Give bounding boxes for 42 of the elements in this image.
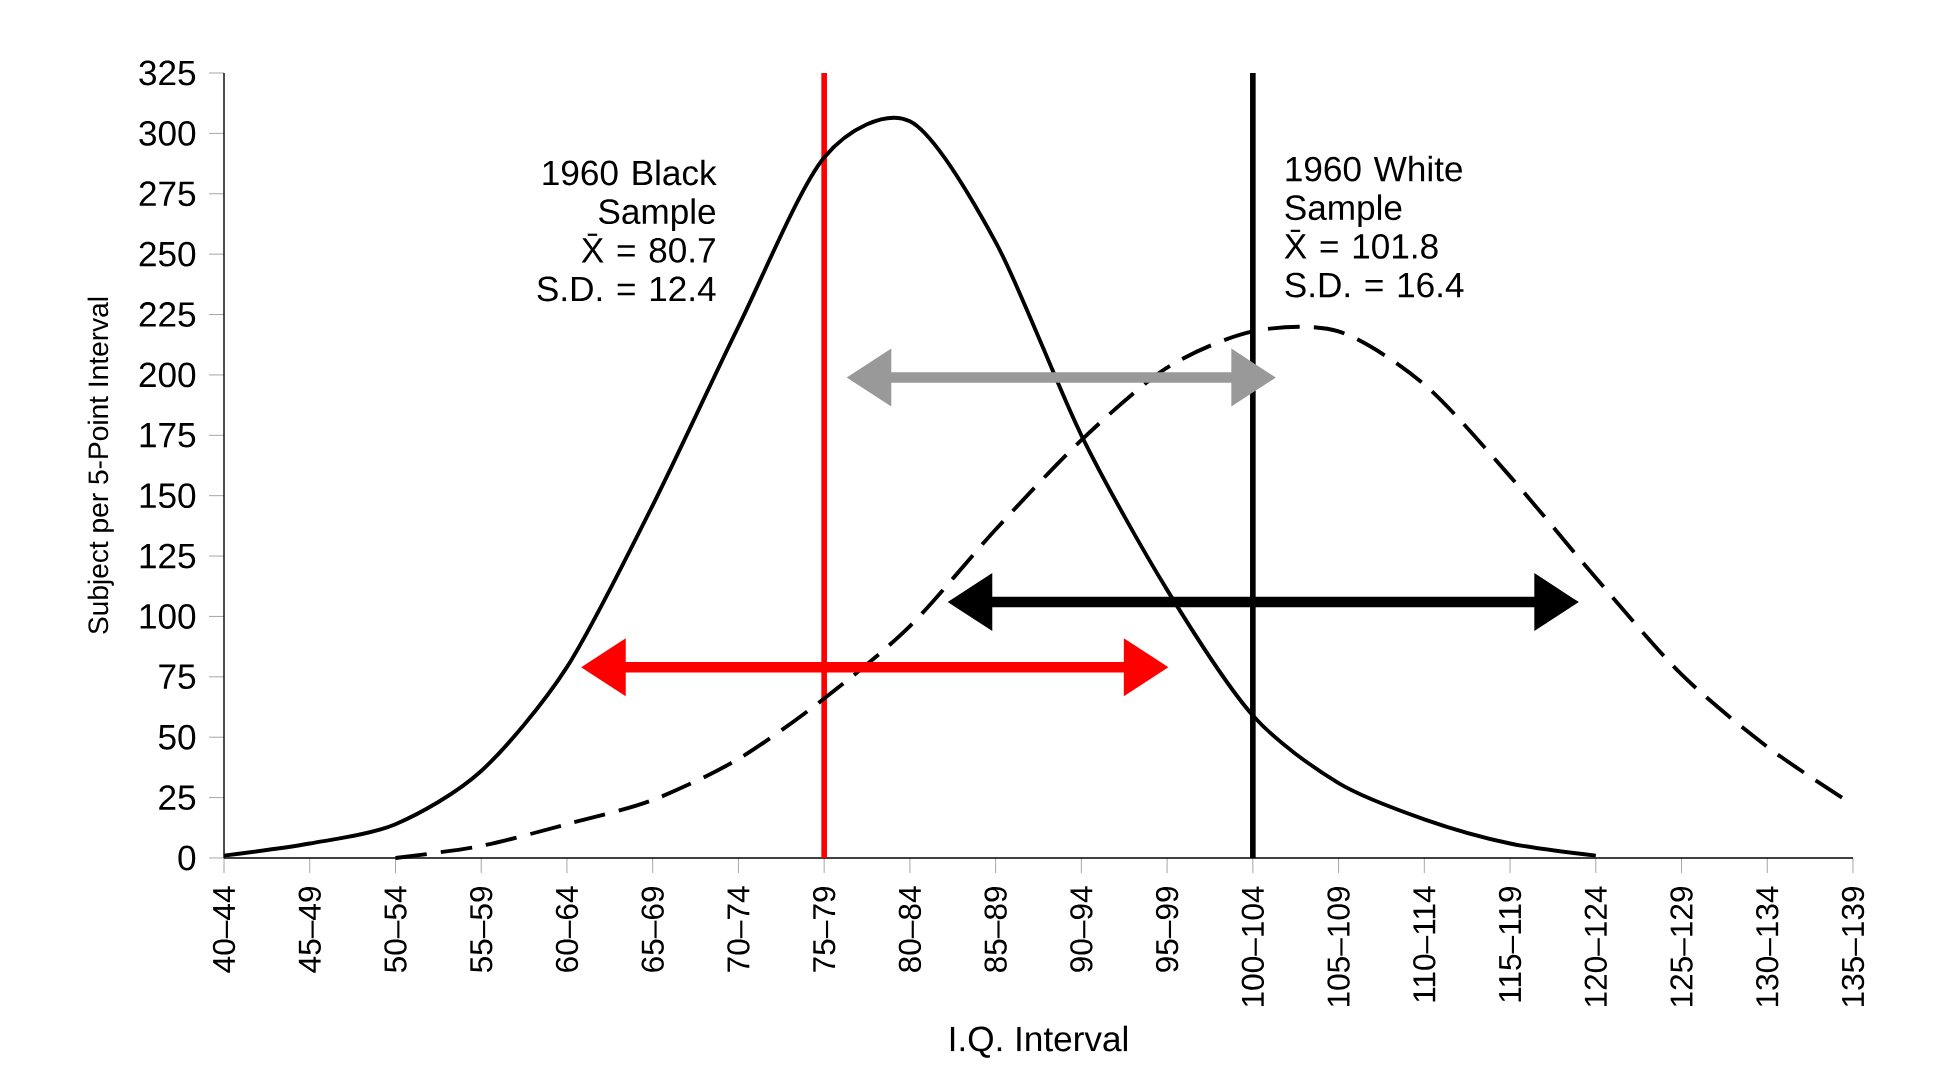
x-tick-label: 90–94 (1070, 886, 1093, 972)
y-axis-title: Subject per 5-Point Interval (87, 297, 114, 634)
x-tick-label: 40–44 (212, 886, 236, 973)
x-tick-label: 95–99 (1155, 886, 1179, 972)
y-tick-label: 150 (140, 483, 196, 509)
y-tick-label: 100 (140, 604, 196, 629)
x-tick-label: 110–114 (1413, 886, 1436, 1002)
y-tick-label: 300 (139, 120, 196, 146)
y-tick-label: 225 (139, 302, 196, 327)
series-label: 1960 Black Sample (543, 159, 717, 232)
annotation: S.D. = 16.4 (1285, 272, 1464, 298)
text: 1960 White Sample (1285, 155, 1462, 228)
x-tick-label: 135–139 (1841, 886, 1865, 1007)
x-tick-label: 80–84 (898, 886, 922, 972)
annotation: S.D. = 12.4 (537, 276, 716, 302)
x-tick-label: 105–109 (1327, 886, 1350, 1007)
x-tick-label: 125–129 (1670, 886, 1693, 1007)
x-tick-label: 45–49 (298, 886, 321, 973)
y-tick-label: 25 (159, 785, 196, 811)
y-tick-label: 275 (139, 181, 196, 207)
x-tick-label: 85–89 (984, 886, 1007, 972)
y-tick-label: 0 (178, 845, 196, 871)
x-axis-title: I.Q. Interval (950, 1025, 1127, 1058)
x-tick-label: 75–79 (812, 886, 836, 972)
y-tick-label: 250 (139, 241, 196, 267)
y-tick-label: 325 (139, 60, 196, 86)
x-tick-label: 115–119 (1498, 886, 1522, 1002)
x-tick-label: 120–124 (1584, 886, 1607, 1007)
y-tick-label: 175 (140, 423, 196, 448)
annotation: X̄ = 101.8 (1284, 229, 1438, 259)
y-tick-label: 200 (139, 362, 196, 388)
y-tick-label: 125 (140, 543, 196, 569)
annotation: X̄ = 80.7 (581, 233, 715, 263)
x-tick-label: 65–69 (641, 886, 664, 972)
x-tick-label: 100–104 (1241, 886, 1265, 1007)
x-tick-label: 70–74 (727, 886, 750, 972)
y-tick-label: 75 (159, 664, 196, 690)
x-tick-label: 130–134 (1756, 886, 1779, 1007)
x-tick-label: 50–54 (384, 886, 407, 973)
x-tick-label: 60–64 (555, 886, 579, 972)
y-tick-label: 50 (158, 724, 196, 750)
x-tick-label: 55–59 (470, 886, 493, 973)
